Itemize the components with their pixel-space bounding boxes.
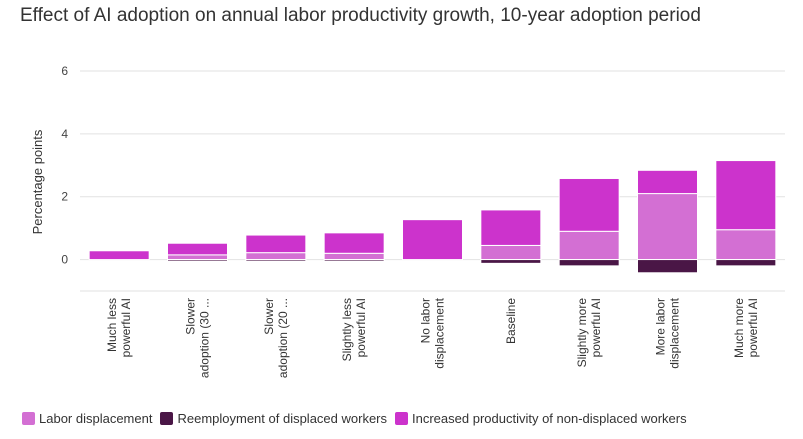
legend-swatch [395, 412, 409, 425]
bar-segment [167, 254, 228, 261]
bar-segment [480, 244, 542, 261]
legend-label: Increased productivity of non-displaced … [412, 411, 687, 426]
bar-segment [715, 160, 777, 231]
bar-segment [558, 230, 620, 261]
y-tick-label: 4 [61, 127, 68, 141]
bar-segment [715, 229, 777, 261]
bar-segment [167, 242, 228, 256]
x-tick-label: No labordisplacement [419, 297, 447, 368]
bar-segment [323, 232, 385, 254]
legend-label: Labor displacement [39, 411, 153, 426]
legend: Labor displacement Reemployment of displa… [22, 411, 695, 426]
x-tick-label: Much morepowerful AI [732, 298, 760, 358]
bar-segment [637, 193, 698, 261]
x-tick-label: More labordisplacement [654, 297, 682, 368]
bar-segment [323, 252, 385, 261]
bar-segment [480, 259, 542, 264]
x-tick-label: Slightly morepowerful AI [575, 298, 603, 368]
bar-segment [637, 169, 698, 195]
y-axis-ticks: 0 2 4 6 [61, 64, 68, 267]
bar-segment [480, 209, 542, 246]
legend-item: Labor displacement [22, 411, 152, 426]
bar-segment [88, 250, 150, 261]
bar-segment [402, 219, 463, 261]
bar-segment [245, 252, 307, 261]
x-tick-label: Baseline [504, 298, 518, 344]
bar-segment [637, 259, 698, 274]
bars [88, 160, 777, 274]
bar-segment [558, 259, 620, 267]
x-tick-label: Slightly lesspowerful AI [340, 298, 368, 361]
legend-swatch [22, 412, 35, 425]
bar-segment [558, 177, 620, 232]
legend-item: Reemployment of displaced workers [160, 411, 387, 426]
x-tick-label: Sloweradoption (30 ... [184, 298, 212, 378]
bar-segment [167, 259, 228, 262]
x-axis-labels: Much lesspowerful AI Sloweradoption (30 .… [105, 297, 760, 378]
y-tick-label: 2 [61, 190, 68, 204]
bar-segment [245, 259, 307, 262]
y-axis-label: Percentage points [30, 129, 45, 234]
legend-label: Reemployment of displaced workers [177, 411, 388, 426]
x-tick-label: Much lesspowerful AI [105, 298, 133, 357]
bar-segment [323, 259, 385, 262]
bar-segment [245, 234, 307, 254]
x-tick-label: Sloweradoption (20 ... [262, 298, 290, 378]
chart-title: Effect of AI adoption on annual labor pr… [20, 5, 701, 26]
legend-swatch [160, 412, 174, 425]
y-tick-label: 0 [61, 253, 68, 267]
y-tick-label: 6 [61, 64, 68, 78]
bar-segment [715, 259, 777, 267]
legend-item: Increased productivity of non-displaced … [395, 411, 687, 426]
